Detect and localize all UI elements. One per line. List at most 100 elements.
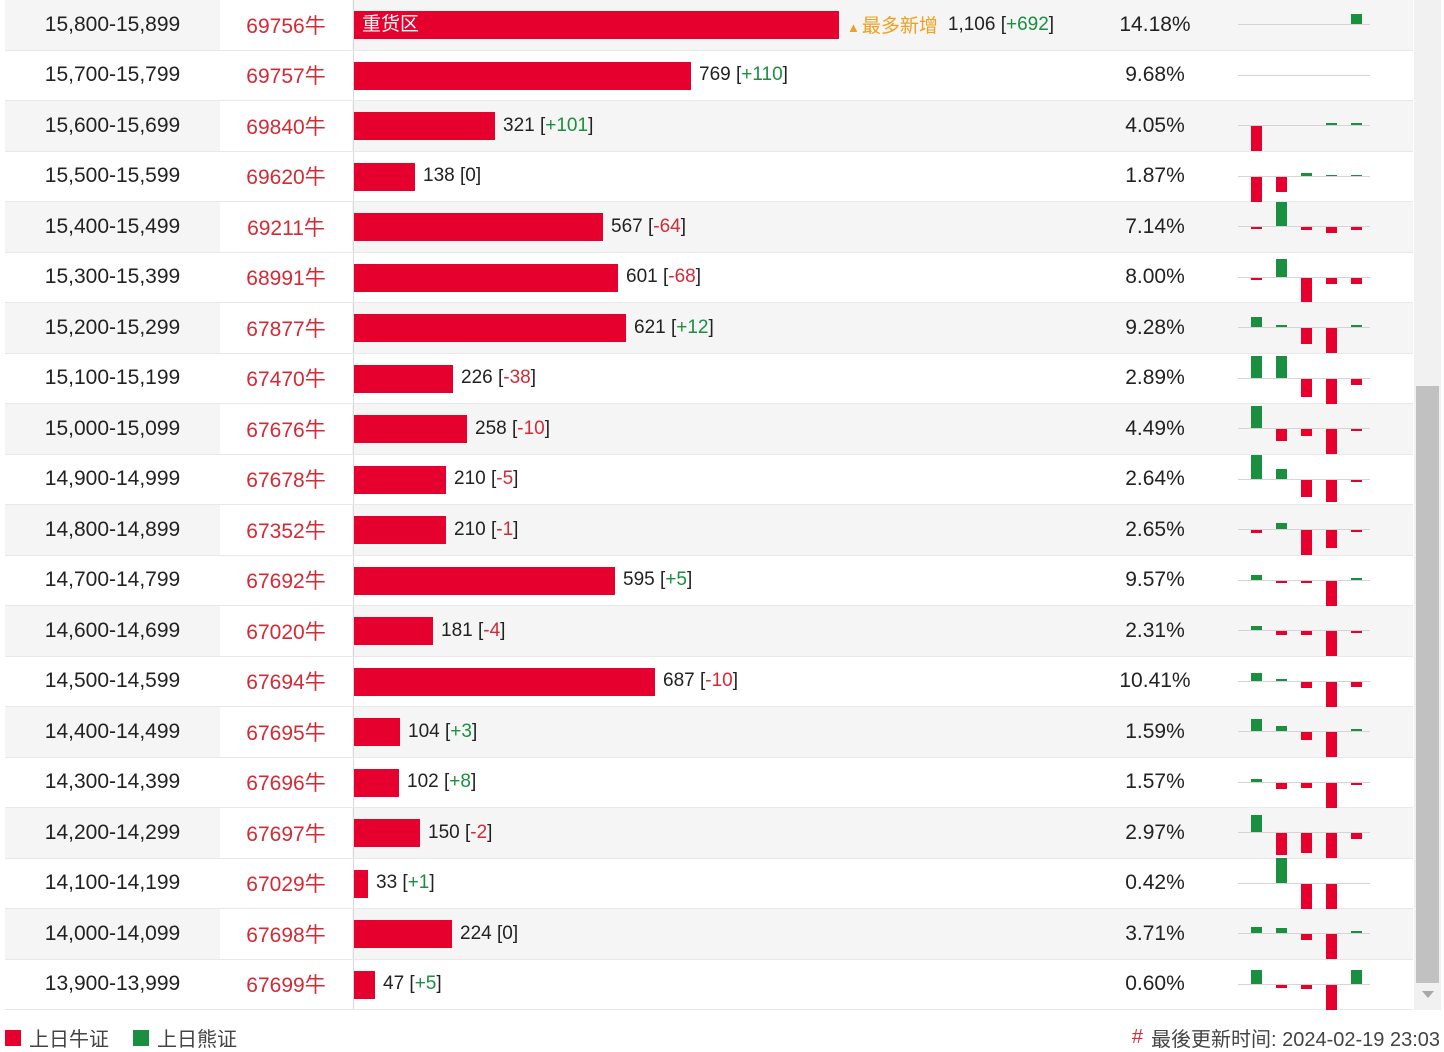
- sparkline-baseline: [1238, 74, 1370, 76]
- table-row[interactable]: 15,500-15,599 69620牛 138 [0] 1.87%: [5, 151, 1413, 202]
- code-cell: 67694牛: [220, 656, 352, 706]
- volume-value: 104: [408, 720, 440, 742]
- scrollbar-thumb[interactable]: [1416, 386, 1439, 983]
- sparkline-bear-bar: [1276, 523, 1287, 529]
- table-row[interactable]: 14,600-14,699 67020牛 181 [-4] 2.31%: [5, 606, 1413, 657]
- price-range: 15,500-15,599: [44, 164, 181, 188]
- price-range: 14,200-14,299: [44, 820, 181, 844]
- cbbc-code-link[interactable]: 69757牛: [246, 65, 326, 89]
- table-row[interactable]: 15,200-15,299 67877牛 621 [+12] 9.28%: [5, 303, 1413, 354]
- sparkline-bull-bar: [1326, 378, 1337, 404]
- volume-text: 150 [-2]: [428, 821, 493, 843]
- sparkline-bull-bar: [1326, 883, 1337, 909]
- history-sparkline: [1238, 152, 1370, 202]
- sparkline-bull-bar: [1301, 227, 1312, 230]
- cbbc-code-link[interactable]: 67352牛: [246, 519, 326, 543]
- cbbc-code-link[interactable]: 67699牛: [246, 974, 326, 998]
- cbbc-code-link[interactable]: 69756牛: [246, 14, 326, 38]
- sparkline-bull-bar: [1301, 883, 1312, 909]
- volume-text: 104 [+3]: [408, 720, 478, 742]
- price-range: 15,600-15,699: [44, 113, 181, 137]
- cbbc-code-link[interactable]: 68991牛: [246, 267, 326, 291]
- table-row[interactable]: 13,900-13,999 67699牛 47 [+5] 0.60%: [5, 959, 1413, 1010]
- table-row[interactable]: 14,500-14,599 67694牛 687 [-10] 10.41%: [5, 656, 1413, 707]
- hash-icon: #: [1131, 1026, 1143, 1048]
- volume-change: -1: [496, 518, 514, 540]
- price-range: 15,700-15,799: [44, 63, 181, 87]
- volume-value: 321: [503, 114, 535, 136]
- most-added-badge: ▲ 最多新增: [847, 11, 938, 38]
- volume-change: +12: [676, 316, 709, 338]
- legend-bear-label: 上日熊证: [157, 1029, 237, 1051]
- cbbc-code-link[interactable]: 67029牛: [246, 873, 326, 897]
- sparkline-bull-bar: [1326, 429, 1337, 454]
- sparkline-bull-bar: [1276, 984, 1287, 988]
- table-row[interactable]: 14,100-14,199 67029牛 33 [+1] 0.42%: [5, 857, 1413, 909]
- volume-bar-cell: 621 [+12]: [353, 303, 1114, 353]
- cbbc-code-link[interactable]: 67678牛: [246, 469, 326, 493]
- sparkline-baseline: [1238, 781, 1370, 783]
- code-cell: 67698牛: [220, 909, 352, 959]
- last-update-text: 最後更新时间: 2024-02-19 23:03: [1150, 1029, 1440, 1051]
- volume-text: 687 [-10]: [663, 670, 739, 692]
- sparkline-bear-bar: [1276, 202, 1287, 226]
- sparkline-bear-bar: [1251, 406, 1262, 428]
- sparkline-bull-bar: [1301, 429, 1312, 436]
- vertical-scrollbar[interactable]: [1414, 0, 1441, 1010]
- code-cell: 67352牛: [220, 505, 352, 555]
- table-row[interactable]: 14,400-14,499 67695牛 104 [+3] 1.59%: [5, 707, 1413, 758]
- cbbc-code-link[interactable]: 67676牛: [246, 418, 326, 442]
- cbbc-code-link[interactable]: 69840牛: [246, 115, 326, 139]
- volume-value: 601: [626, 266, 658, 288]
- table-row[interactable]: 15,300-15,399 68991牛 601 [-68] 8.00%: [5, 252, 1413, 303]
- volume-change: +692: [1006, 13, 1049, 35]
- cbbc-code-link[interactable]: 67470牛: [246, 368, 326, 392]
- cbbc-code-link[interactable]: 67877牛: [246, 317, 326, 341]
- volume-value: 595: [623, 569, 655, 591]
- sparkline-bear-bar: [1276, 355, 1287, 378]
- table-row[interactable]: 15,800-15,899 69756牛 重货区 ▲ 最多新增 1,106 [+692] 1…: [5, 0, 1413, 51]
- cbbc-code-link[interactable]: 67694牛: [246, 671, 326, 695]
- table-row[interactable]: 14,000-14,099 67698牛 224 [0] 3.71%: [5, 909, 1413, 960]
- sparkline-bear-bar: [1251, 626, 1262, 630]
- price-range: 15,000-15,099: [44, 416, 181, 440]
- table-row[interactable]: 15,400-15,499 69211牛 567 [-64] 7.14%: [5, 202, 1413, 253]
- volume-change: -5: [496, 468, 514, 490]
- sparkline-bear-bar: [1276, 857, 1287, 883]
- table-row[interactable]: 15,100-15,199 67470牛 226 [-38] 2.89%: [5, 353, 1413, 404]
- sparkline-bull-bar: [1326, 277, 1337, 284]
- sparkline-bear-bar: [1276, 468, 1287, 479]
- table-row[interactable]: 14,200-14,299 67697牛 150 [-2] 2.97%: [5, 808, 1413, 859]
- cbbc-code-link[interactable]: 67692牛: [246, 570, 326, 594]
- table-row[interactable]: 15,000-15,099 67676牛 258 [-10] 4.49%: [5, 404, 1413, 455]
- cbbc-code-link[interactable]: 67695牛: [246, 721, 326, 745]
- percentage: 8.00%: [1125, 265, 1185, 289]
- percentage: 3.71%: [1125, 921, 1185, 945]
- sparkline-bull-bar: [1351, 429, 1362, 431]
- sparkline-bull-bar: [1351, 530, 1362, 532]
- table-row[interactable]: 14,700-14,799 67692牛 595 [+5] 9.57%: [5, 555, 1413, 606]
- sparkline-bear-bar: [1251, 969, 1262, 984]
- volume-value: 102: [407, 771, 439, 793]
- table-row[interactable]: 15,700-15,799 69757牛 769 [+110] 9.68%: [5, 50, 1413, 101]
- volume-value: 210: [454, 518, 486, 540]
- cbbc-code-link[interactable]: 67697牛: [246, 822, 326, 846]
- table-row[interactable]: 14,900-14,999 67678牛 210 [-5] 2.64%: [5, 454, 1413, 505]
- cbbc-code-link[interactable]: 69620牛: [246, 166, 326, 190]
- volume-change: 0: [465, 165, 476, 187]
- cbbc-code-link[interactable]: 67698牛: [246, 923, 326, 947]
- cbbc-code-link[interactable]: 69211牛: [247, 216, 325, 240]
- percentage: 9.57%: [1125, 568, 1185, 592]
- table-row[interactable]: 15,600-15,699 69840牛 321 [+101] 4.05%: [5, 101, 1413, 152]
- table-row[interactable]: 14,800-14,899 67352牛 210 [-1] 2.65%: [5, 505, 1413, 556]
- volume-text: 321 [+101]: [503, 114, 594, 136]
- percentage: 2.64%: [1125, 467, 1185, 491]
- sparkline-baseline: [1238, 125, 1370, 126]
- cbbc-code-link[interactable]: 67696牛: [246, 772, 326, 796]
- code-cell: 67692牛: [220, 555, 352, 605]
- sparkline-bear-bar: [1351, 325, 1362, 327]
- cbbc-code-link[interactable]: 67020牛: [246, 620, 326, 644]
- table-row[interactable]: 14,300-14,399 67696牛 102 [+8] 1.57%: [5, 757, 1413, 808]
- scroll-down-arrow-icon[interactable]: [1422, 991, 1434, 998]
- volume-change: +1: [407, 872, 430, 894]
